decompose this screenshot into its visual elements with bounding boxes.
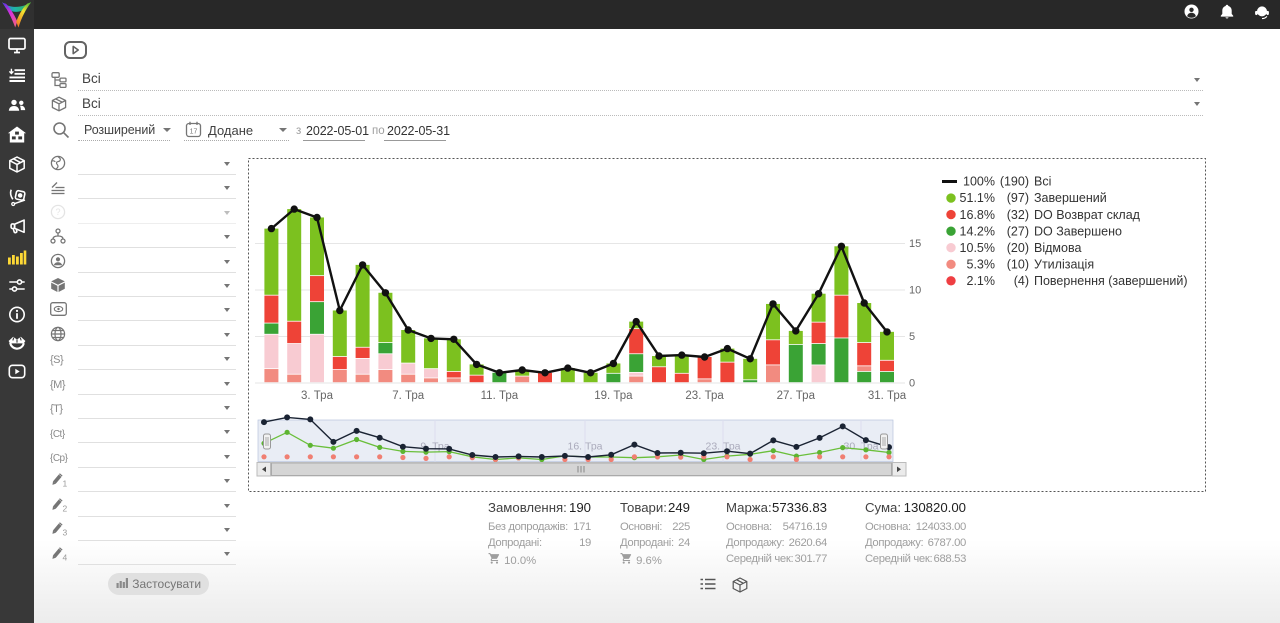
svg-text:0: 0 [909,378,915,390]
svg-text:51.1%: 51.1% [960,191,995,205]
svg-text:DO Возврат склад: DO Возврат склад [1034,208,1141,222]
svg-text:(10): (10) [1007,258,1029,272]
svg-text:?: ? [55,207,60,217]
svg-text:(97): (97) [1007,191,1029,205]
svg-text:10: 10 [909,285,921,297]
svg-text:1: 1 [63,479,68,489]
svg-text:(27): (27) [1007,224,1029,238]
svg-text:3. Тра: 3. Тра [301,390,334,402]
svg-text:Відмова: Відмова [1034,241,1081,255]
svg-text:16. Тра: 16. Тра [567,441,602,453]
svg-text:11. Тра: 11. Тра [481,390,519,402]
svg-text:DO Завершено: DO Завершено [1034,224,1122,238]
svg-text:Завершений: Завершений [1034,191,1107,205]
svg-text:100%: 100% [963,175,995,189]
svg-text:23. Тра: 23. Тра [705,441,740,453]
svg-text:2.1%: 2.1% [967,274,996,288]
svg-text:10.5%: 10.5% [960,241,995,255]
svg-text:(190): (190) [1000,175,1029,189]
svg-text:(20): (20) [1007,241,1029,255]
svg-text:Всі: Всі [1034,175,1051,189]
svg-text:5.3%: 5.3% [967,258,996,272]
svg-text:5: 5 [909,331,915,343]
svg-text:7. Тра: 7. Тра [392,390,425,402]
svg-text:31. Тра: 31. Тра [868,390,907,402]
svg-text:16.8%: 16.8% [960,208,995,222]
svg-text:(32): (32) [1007,208,1029,222]
svg-text:30. Тра: 30. Тра [843,441,878,453]
svg-text:2: 2 [63,504,68,514]
svg-text:15: 15 [909,238,921,250]
svg-text:Утилізація: Утилізація [1034,258,1094,272]
svg-text:(4): (4) [1014,274,1029,288]
svg-text:4: 4 [63,553,68,563]
svg-text:Повернення (завершений): Повернення (завершений) [1034,274,1188,288]
svg-text:3: 3 [63,528,68,538]
svg-text:23. Тра: 23. Тра [685,390,724,402]
svg-text:19. Тра: 19. Тра [594,390,633,402]
svg-text:14.2%: 14.2% [960,224,995,238]
svg-text:17: 17 [190,129,198,136]
svg-text:27. Тра: 27. Тра [777,390,816,402]
